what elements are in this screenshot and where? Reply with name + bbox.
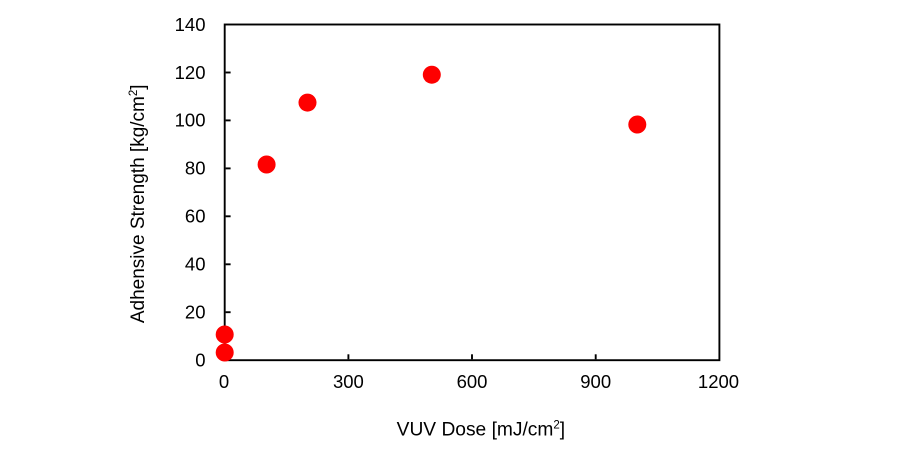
svg-text:VUV Dose [mJ/cm2]: VUV Dose [mJ/cm2] (397, 419, 565, 440)
svg-text:140: 140 (175, 14, 206, 35)
svg-text:0: 0 (219, 371, 229, 392)
svg-text:Adhensive Strength [kg/cm2]: Adhensive Strength [kg/cm2] (128, 84, 149, 323)
svg-text:100: 100 (175, 110, 206, 131)
svg-text:80: 80 (185, 158, 206, 179)
svg-text:900: 900 (580, 371, 611, 392)
svg-text:0: 0 (195, 349, 205, 370)
svg-text:40: 40 (185, 254, 206, 275)
svg-text:60: 60 (185, 206, 206, 227)
svg-text:600: 600 (457, 371, 488, 392)
svg-text:300: 300 (333, 371, 364, 392)
svg-text:20: 20 (185, 302, 206, 323)
svg-text:1200: 1200 (698, 371, 739, 392)
svg-text:120: 120 (175, 62, 206, 83)
